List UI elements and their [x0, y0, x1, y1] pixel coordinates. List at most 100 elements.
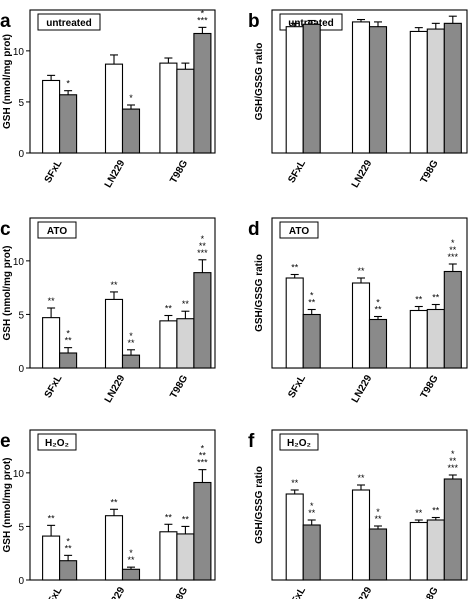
panel-title: ATO — [289, 226, 309, 237]
bar — [409, 309, 428, 369]
panel-letter: b — [248, 11, 260, 32]
significance-mark: ** — [357, 266, 365, 276]
y-tick-label: 0 — [18, 149, 24, 160]
panel-title: untreated — [46, 18, 92, 29]
significance-mark: ** — [291, 478, 299, 488]
title-box — [37, 13, 101, 31]
category-label: LN229 — [103, 158, 128, 190]
significance-mark: ** — [199, 451, 207, 461]
y-tick-label: 0 — [18, 576, 24, 587]
bar — [42, 317, 61, 369]
category-label: SFxL — [43, 373, 65, 400]
significance-mark: ** — [449, 245, 457, 255]
significance-mark: ** — [308, 298, 316, 308]
significance-mark: * — [310, 501, 314, 511]
significance-mark: ** — [127, 555, 135, 565]
title-box — [37, 221, 77, 239]
bar — [285, 277, 304, 369]
panel-letter: c — [0, 219, 11, 240]
category-label: LN229 — [350, 158, 375, 190]
significance-mark: ** — [291, 263, 299, 273]
significance-mark: ** — [110, 497, 118, 507]
bar — [426, 28, 445, 154]
bar — [409, 521, 428, 581]
bar — [368, 318, 388, 369]
panel-b: b untreated GSH/GSSG ratio SFxL LN229 T98G — [248, 9, 468, 190]
significance-mark: *** — [197, 248, 208, 258]
y-tick-label: 10 — [13, 469, 25, 480]
bar — [193, 272, 212, 369]
y-tick-label: 10 — [13, 47, 25, 58]
bar — [351, 21, 371, 154]
bar — [104, 298, 124, 369]
bar — [193, 32, 212, 154]
significance-mark: ** — [65, 336, 73, 346]
bar — [302, 313, 321, 369]
y-tick-label: 5 — [18, 522, 24, 533]
significance-mark: ** — [165, 512, 173, 522]
y-axis-label: GSH/GSSG ratio — [254, 43, 265, 121]
bar — [443, 270, 462, 369]
significance-mark: ** — [308, 508, 316, 518]
bar — [176, 68, 195, 154]
significance-mark: ** — [432, 293, 440, 303]
category-label: SFxL — [286, 373, 308, 400]
significance-mark: * — [201, 234, 205, 244]
bar — [121, 568, 141, 581]
significance-mark: * — [201, 8, 205, 18]
bar — [59, 352, 78, 369]
y-axis-label: GSH (nmol/mg prot) — [2, 246, 13, 341]
bar — [426, 308, 445, 369]
bar — [176, 533, 195, 581]
category-label: T98G — [419, 158, 441, 185]
significance-mark: ** — [199, 241, 207, 251]
panel-title: untreated — [288, 18, 334, 29]
significance-mark: *** — [448, 463, 459, 473]
bar — [121, 108, 141, 154]
bar — [443, 478, 462, 581]
category-label: SFxL — [286, 585, 308, 599]
significance-mark: * — [129, 93, 133, 103]
panel-title: H₂O₂ — [287, 438, 311, 449]
significance-mark: ** — [182, 299, 190, 309]
bar — [302, 524, 321, 581]
y-tick-label: 5 — [18, 310, 24, 321]
bar — [59, 560, 78, 581]
significance-mark: ** — [415, 295, 423, 305]
panel-letter: e — [0, 431, 11, 452]
bar — [42, 535, 61, 581]
significance-mark: ** — [165, 304, 173, 314]
panel-letter: a — [0, 11, 11, 32]
category-label: LN229 — [350, 373, 375, 405]
significance-mark: * — [201, 444, 205, 454]
title-box — [279, 433, 319, 451]
significance-mark: * — [451, 238, 455, 248]
bar — [368, 528, 388, 581]
y-tick-label: 10 — [13, 257, 25, 268]
significance-mark: ** — [182, 514, 190, 524]
bar — [351, 489, 371, 581]
category-label: LN229 — [350, 585, 375, 599]
category-label: T98G — [168, 373, 190, 400]
significance-mark: ** — [65, 543, 73, 553]
bar — [193, 481, 212, 581]
significance-mark: ** — [415, 508, 423, 518]
bar — [285, 26, 304, 154]
significance-mark: * — [66, 536, 70, 546]
significance-mark: *** — [448, 252, 459, 262]
panel-title: H₂O₂ — [45, 438, 69, 449]
significance-mark: * — [66, 79, 70, 89]
significance-mark: * — [129, 331, 133, 341]
y-axis-label: GSH/GSSG ratio — [254, 466, 265, 544]
significance-mark: ** — [357, 473, 365, 483]
bar — [104, 63, 124, 154]
significance-mark: ** — [48, 296, 56, 306]
y-axis-label: GSH (nmol/mg prot) — [2, 34, 13, 129]
bar — [104, 515, 124, 581]
significance-mark: ** — [449, 456, 457, 466]
